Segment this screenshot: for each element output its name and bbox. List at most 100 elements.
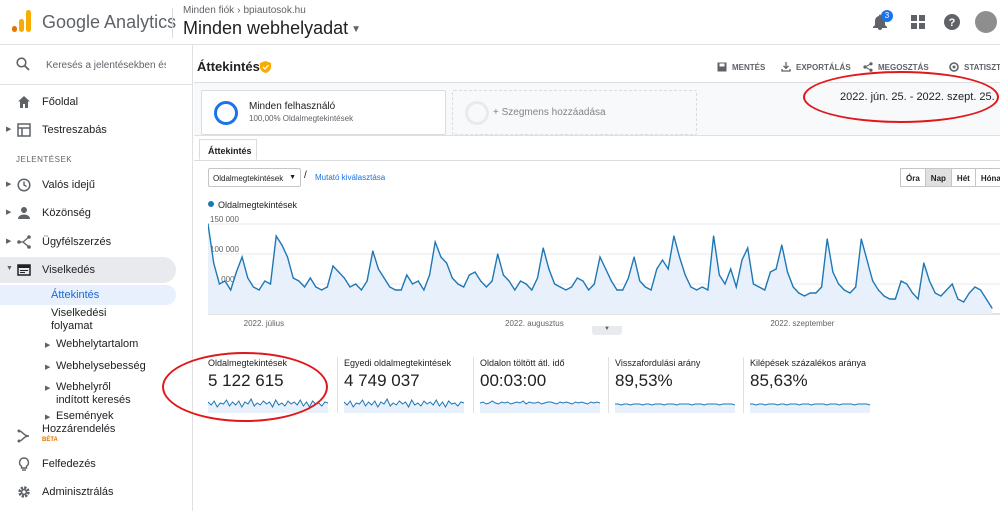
save-button[interactable]: MENTÉS bbox=[717, 62, 765, 72]
data-point bbox=[656, 268, 658, 270]
add-segment-label: + Szegmens hozzáadása bbox=[493, 107, 606, 118]
chart-collapse-toggle[interactable]: ▼ bbox=[592, 326, 622, 335]
beta-badge: BÉTA bbox=[42, 437, 58, 443]
property-name: bpiautosok.hu bbox=[243, 5, 306, 16]
tab-overview[interactable]: Áttekintés bbox=[199, 139, 257, 160]
metric-scorecard[interactable]: Egyedi oldalmegtekintések 4 749 037 bbox=[344, 358, 469, 414]
sidebar-subitem-overview[interactable]: Áttekintés bbox=[0, 285, 176, 305]
data-point bbox=[877, 289, 879, 291]
data-point bbox=[576, 277, 578, 279]
tab-divider bbox=[194, 160, 1000, 161]
metric-scorecard[interactable]: Oldalon töltött átl. idő 00:03:00 bbox=[480, 358, 605, 414]
sidebar-item-label: Adminisztrálás bbox=[42, 486, 114, 498]
data-point bbox=[707, 289, 709, 291]
sidebar-subitem-label: Viselkedési folyamat bbox=[51, 307, 107, 332]
export-label: EXPORTÁLÁS bbox=[796, 62, 851, 72]
data-point bbox=[781, 244, 783, 246]
granularity-hour-button[interactable]: Óra bbox=[900, 168, 926, 187]
account-avatar[interactable] bbox=[975, 11, 997, 33]
granularity-day-button[interactable]: Nap bbox=[924, 168, 952, 187]
data-point bbox=[661, 259, 664, 261]
add-segment-button[interactable]: + Szegmens hozzáadása bbox=[452, 90, 697, 135]
data-point bbox=[894, 298, 897, 300]
data-point bbox=[610, 280, 612, 282]
data-point bbox=[355, 283, 357, 285]
data-point bbox=[798, 292, 800, 294]
sidebar-item-label: Közönség bbox=[42, 207, 91, 219]
sidebar-item-discover[interactable]: Felfedezés bbox=[0, 451, 193, 477]
sidebar-item-audience[interactable]: ▶ Közönség bbox=[0, 200, 193, 226]
choose-metric-link[interactable]: Mutató kiválasztása bbox=[315, 173, 386, 182]
data-point bbox=[502, 274, 505, 276]
granularity-month-button[interactable]: Hónap bbox=[974, 168, 1000, 187]
expand-arrow-icon: ▶ bbox=[6, 181, 12, 188]
data-point bbox=[883, 295, 885, 297]
sidebar-item-admin[interactable]: Adminisztrálás bbox=[0, 479, 193, 505]
help-icon[interactable]: ? bbox=[942, 12, 962, 32]
data-point bbox=[588, 289, 590, 291]
data-point bbox=[258, 289, 260, 291]
data-point bbox=[360, 289, 362, 291]
metric-dropdown[interactable]: Oldalmegtekintések ▼ bbox=[208, 168, 301, 187]
export-button[interactable]: EXPORTÁLÁS bbox=[781, 62, 851, 72]
svg-text:?: ? bbox=[949, 17, 956, 29]
sparkline-line bbox=[750, 403, 870, 406]
y-tick-label: 150 000 bbox=[210, 215, 239, 224]
data-point bbox=[428, 274, 431, 276]
data-point bbox=[786, 271, 789, 273]
data-point bbox=[832, 271, 834, 273]
metric-scorecard[interactable]: Kilépések százalékos aránya 85,63% bbox=[750, 358, 875, 414]
scorecard-divider bbox=[337, 357, 338, 413]
data-point bbox=[730, 268, 732, 270]
segment-all-users[interactable]: Minden felhasználó 100,00% Oldalmegtekin… bbox=[201, 90, 446, 135]
behavior-window-icon bbox=[17, 264, 31, 276]
expand-arrow-icon: ▶ bbox=[6, 209, 12, 216]
sidebar-subitem-events[interactable]: ▶ Események bbox=[0, 406, 176, 424]
granularity-week-button[interactable]: Hét bbox=[950, 168, 976, 187]
expand-arrow-icon: ▶ bbox=[6, 238, 12, 245]
apps-grid-icon[interactable] bbox=[908, 12, 928, 32]
share-icon bbox=[863, 62, 873, 72]
sidebar-subitem-site-search[interactable]: ▶ Webhelyről indított keresés bbox=[0, 377, 176, 407]
data-point bbox=[525, 283, 527, 285]
sidebar-item-customization[interactable]: ▶ Testreszabás bbox=[0, 117, 193, 143]
sidebar-item-acquisition[interactable]: ▶ Ügyfélszerzés bbox=[0, 229, 193, 255]
insights-label: STATISZTIKÁK bbox=[964, 62, 1000, 72]
sidebar-item-attribution[interactable]: Hozzárendelés BÉTA bbox=[0, 420, 193, 448]
search-input[interactable]: Keresés a jelentésekben és a bbox=[46, 60, 166, 71]
sidebar-subitem-site-content[interactable]: ▶ Webhelytartalom bbox=[0, 334, 176, 354]
pageviews-chart[interactable]: 150 000 100 000 50 000 2022. július 2022. au… bbox=[208, 210, 1000, 330]
attribution-icon bbox=[17, 429, 30, 443]
data-point bbox=[838, 283, 840, 285]
data-point bbox=[911, 292, 914, 294]
view-selector[interactable]: Minden webhelyadat ▼ bbox=[183, 18, 361, 39]
data-point bbox=[570, 286, 573, 288]
data-point bbox=[616, 289, 618, 291]
segment-name: Minden felhasználó bbox=[249, 101, 336, 112]
data-point bbox=[332, 265, 334, 267]
share-button[interactable]: MEGOSZTÁS bbox=[863, 62, 929, 72]
data-point bbox=[411, 283, 414, 285]
data-point bbox=[593, 283, 595, 285]
sidebar-item-behavior[interactable]: ▼ Viselkedés bbox=[0, 257, 176, 283]
insights-button[interactable]: STATISZTIKÁK bbox=[949, 62, 1000, 72]
data-point bbox=[468, 274, 470, 276]
main-content: Áttekintés MENTÉS EXPORTÁLÁS MEGOSZTÁS S… bbox=[194, 45, 1000, 511]
data-point bbox=[338, 271, 340, 273]
expand-arrow-icon: ▼ bbox=[6, 265, 13, 272]
report-search[interactable]: Keresés a jelentésekben és a bbox=[0, 45, 193, 85]
sidebar-subitem-behavior-flow[interactable]: Viselkedési folyamat bbox=[0, 303, 176, 333]
data-point bbox=[900, 280, 902, 282]
data-point bbox=[962, 301, 965, 303]
data-point bbox=[951, 283, 953, 285]
account-breadcrumb[interactable]: Minden fiók › bpiautosok.hu bbox=[183, 5, 306, 16]
metric-separator: / bbox=[304, 170, 307, 181]
metric-scorecard[interactable]: Visszafordulási arány 89,53% bbox=[615, 358, 740, 414]
sidebar-item-realtime[interactable]: ▶ Valós idejű bbox=[0, 172, 193, 198]
analytics-logo[interactable] bbox=[12, 10, 32, 32]
data-point bbox=[241, 256, 243, 258]
sidebar-subitem-site-speed[interactable]: ▶ Webhelysebesség bbox=[0, 356, 176, 376]
view-name: Minden webhelyadat bbox=[183, 18, 349, 38]
sidebar-item-home[interactable]: Főoldal bbox=[0, 89, 193, 115]
sidebar-subitem-label: Események bbox=[56, 410, 114, 422]
